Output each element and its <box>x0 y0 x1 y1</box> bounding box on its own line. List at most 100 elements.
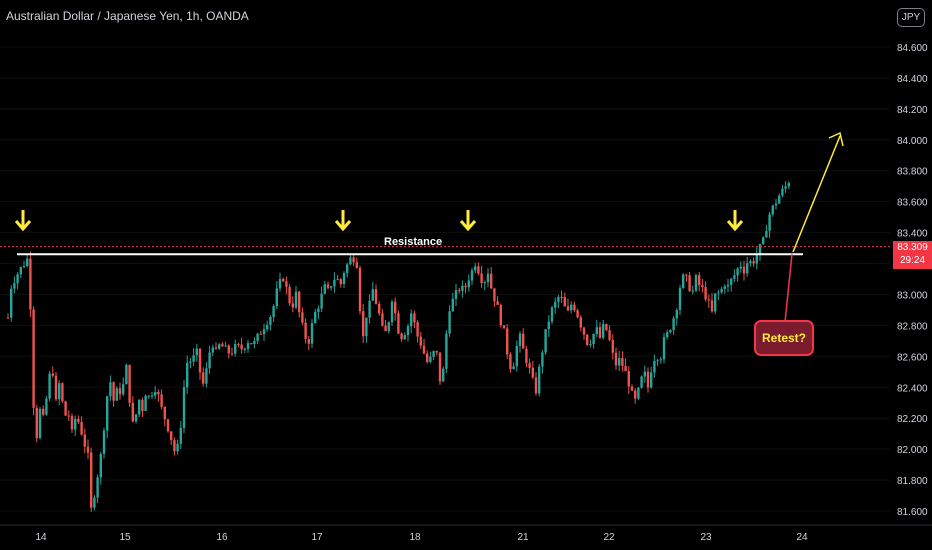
retest-callout: Retest? <box>754 320 814 356</box>
candle-body <box>240 344 243 350</box>
candle-body <box>208 352 211 369</box>
y-tick-label: 83.600 <box>897 198 928 209</box>
candle-body <box>22 265 26 268</box>
candle-body <box>154 391 157 396</box>
candle-body <box>13 283 16 289</box>
candle-body <box>598 327 602 338</box>
candle-body <box>186 362 189 388</box>
candle-body <box>630 386 634 391</box>
candle-body <box>538 366 541 394</box>
candle-body <box>80 422 83 435</box>
candle-body <box>355 262 358 268</box>
candle-body <box>765 230 768 238</box>
candle-body <box>29 258 32 310</box>
candle-body <box>51 373 54 376</box>
candle-body <box>570 304 573 311</box>
candle-body <box>672 318 675 331</box>
currency-badge[interactable]: JPY <box>897 8 925 27</box>
x-tick-label: 21 <box>517 532 529 543</box>
candle-body <box>147 395 150 397</box>
annotation-arrows <box>14 131 844 323</box>
candle-body <box>195 348 198 356</box>
candle-body <box>6 317 10 319</box>
candle-body <box>26 258 29 266</box>
projection-arrow-head-icon <box>828 131 844 147</box>
candle-body <box>742 266 746 274</box>
candle-body <box>480 273 483 283</box>
x-tick-label: 18 <box>409 532 421 543</box>
candle-body <box>86 446 90 453</box>
candle-body <box>250 343 253 345</box>
y-tick-label: 84.000 <box>897 136 928 147</box>
candle-body <box>269 316 272 325</box>
y-tick-label: 82.400 <box>897 383 928 394</box>
candle-body <box>595 327 598 334</box>
candle-body <box>381 313 384 326</box>
candle-body <box>483 282 486 284</box>
candle-body <box>282 278 285 282</box>
candle-body <box>109 382 112 397</box>
candle-body <box>675 309 678 319</box>
candle-body <box>506 328 509 355</box>
candle-body <box>320 293 323 309</box>
candle-body <box>42 408 45 415</box>
candle-body <box>688 275 691 292</box>
candle-body <box>278 278 282 289</box>
candle-body <box>48 373 51 399</box>
candle-body <box>346 264 349 274</box>
candle-body <box>422 345 426 354</box>
candle-body <box>771 205 774 215</box>
candle-body <box>714 293 717 312</box>
candle-body <box>221 344 224 347</box>
candle-body <box>778 195 781 204</box>
candle-body <box>566 306 570 311</box>
candle-body <box>717 292 720 294</box>
candle-body <box>643 371 646 377</box>
candle-body <box>445 333 448 369</box>
candle-body <box>35 407 38 439</box>
candle-body <box>653 360 656 373</box>
x-tick-label: 14 <box>35 532 47 543</box>
grid <box>0 46 890 512</box>
candle-body <box>634 390 637 399</box>
candle-body <box>32 309 35 408</box>
candle-body <box>342 273 346 284</box>
candle-body <box>531 367 534 378</box>
candle-body <box>134 414 138 422</box>
candle-body <box>435 351 438 353</box>
candle-body <box>214 347 218 349</box>
candle-body <box>403 335 406 340</box>
candle-body <box>467 280 470 288</box>
candle-body <box>685 274 688 276</box>
x-tick-label: 24 <box>796 532 808 543</box>
time-axis[interactable]: 14 15 16 17 18 21 22 23 24 <box>0 524 932 543</box>
candle-body <box>237 344 240 346</box>
candle-body <box>454 290 458 299</box>
candle-body <box>93 497 96 508</box>
candle-body <box>387 322 390 332</box>
candle-body <box>659 359 662 361</box>
chart-title: Australian Dollar / Japanese Yen, 1h, OA… <box>6 9 249 23</box>
y-tick-label: 82.600 <box>897 352 928 363</box>
candle-body <box>438 352 442 382</box>
candle-body <box>720 288 723 293</box>
candle-body <box>698 275 701 286</box>
candle-body <box>726 284 730 287</box>
price-axis[interactable]: 84.600 84.400 84.200 84.000 83.800 83.600 83.4… <box>890 0 932 550</box>
down-arrow-head-icon <box>334 220 352 232</box>
candle-body <box>579 317 582 328</box>
candle-body <box>522 333 525 349</box>
candle-body <box>758 244 762 255</box>
candle-body <box>266 324 269 330</box>
y-tick-label: 83.000 <box>897 290 928 301</box>
candle-body <box>323 284 326 294</box>
down-arrow-head-icon <box>14 220 32 232</box>
candle-body <box>406 326 410 336</box>
candle-body <box>554 301 557 308</box>
candle-body <box>259 333 262 335</box>
candle-body <box>784 186 787 189</box>
candle-body <box>362 311 365 337</box>
candle-body <box>550 307 554 322</box>
candle-body <box>397 313 400 334</box>
